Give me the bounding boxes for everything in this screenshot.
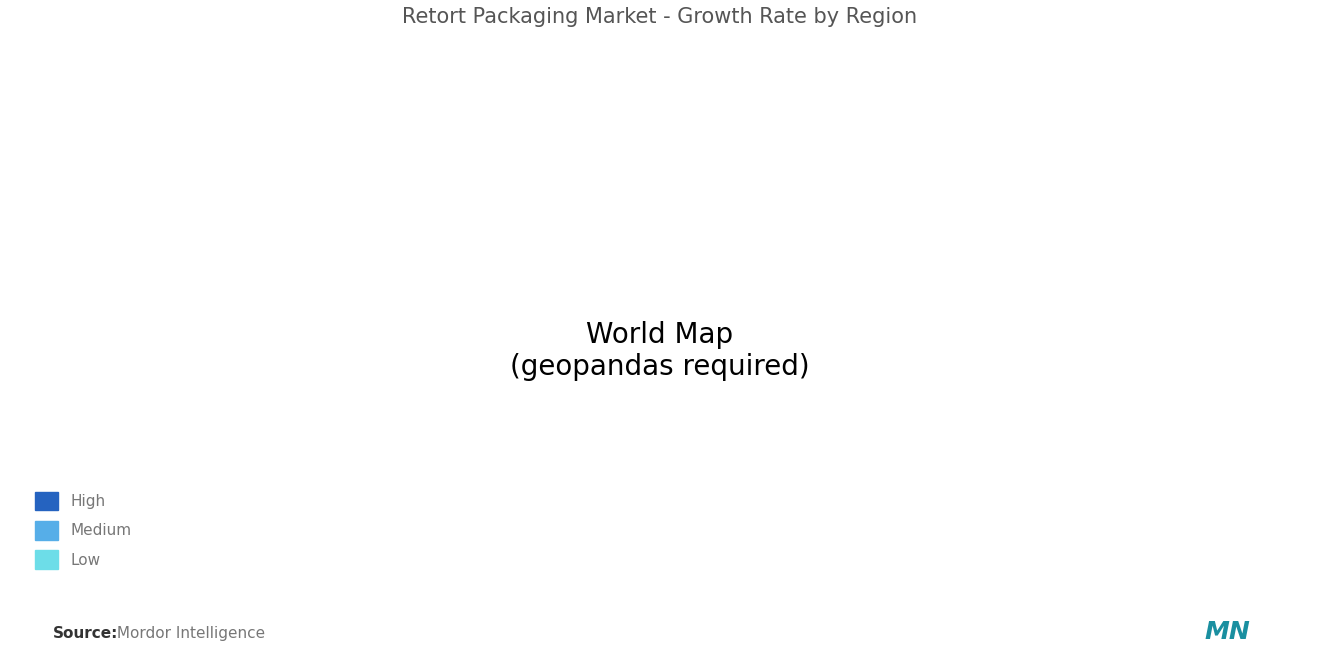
Legend: High, Medium, Low: High, Medium, Low: [28, 484, 139, 577]
Title: Retort Packaging Market - Growth Rate by Region: Retort Packaging Market - Growth Rate by…: [403, 7, 917, 27]
Text: Mordor Intelligence: Mordor Intelligence: [112, 626, 265, 642]
Text: MN: MN: [1205, 620, 1250, 644]
Text: Source:: Source:: [53, 626, 119, 642]
Text: World Map
(geopandas required): World Map (geopandas required): [511, 321, 809, 381]
